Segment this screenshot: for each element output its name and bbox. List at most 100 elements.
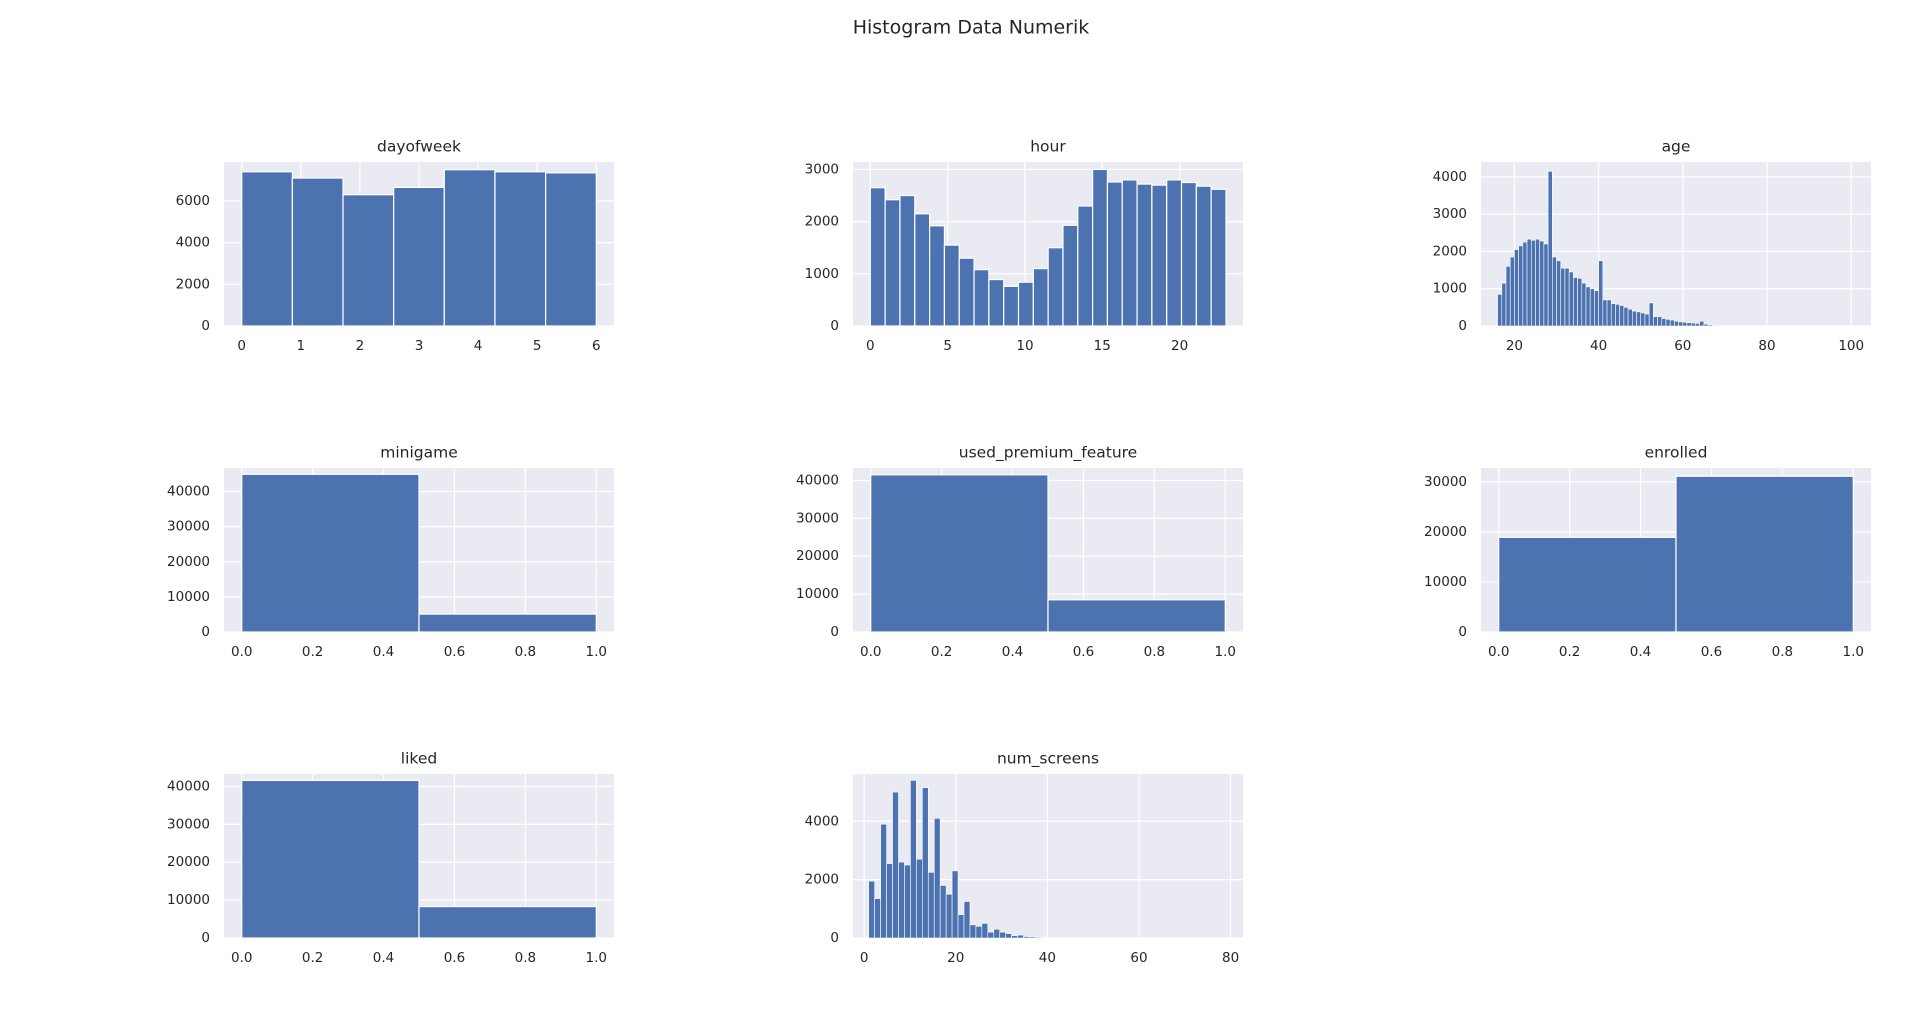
y-tick-label: 10000 bbox=[167, 892, 210, 908]
x-tick-label: 0.2 bbox=[931, 644, 952, 660]
bar bbox=[1564, 267, 1570, 327]
bar bbox=[1032, 268, 1049, 327]
x-tick-label: 0.2 bbox=[1559, 644, 1580, 660]
bar bbox=[1077, 205, 1094, 327]
x-tick-label: 5 bbox=[533, 338, 542, 354]
y-tick-label: 2000 bbox=[805, 214, 839, 230]
bar bbox=[1543, 243, 1549, 327]
y-tick-label: 30000 bbox=[796, 510, 839, 526]
bar bbox=[880, 823, 887, 939]
x-tick-label: 0.6 bbox=[444, 950, 465, 966]
x-tick-label: 1.0 bbox=[1215, 644, 1236, 660]
y-tick-label: 0 bbox=[1458, 318, 1467, 334]
y-tick-label: 2000 bbox=[176, 276, 210, 292]
y-tick-label: 30000 bbox=[167, 816, 210, 832]
bar bbox=[1180, 181, 1197, 327]
bar bbox=[1602, 299, 1608, 327]
x-tick-label: 0.6 bbox=[1073, 644, 1094, 660]
bar bbox=[1518, 245, 1524, 327]
subplot-title: dayofweek bbox=[377, 138, 461, 156]
subplot-title: num_screens bbox=[997, 750, 1099, 769]
y-tick-label: 2000 bbox=[805, 872, 839, 888]
x-tick-label: 0.2 bbox=[302, 644, 323, 660]
x-tick-label: 10 bbox=[1016, 338, 1033, 354]
y-tick-label: 40000 bbox=[167, 484, 210, 500]
bar bbox=[1589, 288, 1595, 327]
y-tick-label: 4000 bbox=[805, 813, 839, 829]
bar bbox=[988, 278, 1005, 327]
x-tick-label: 0.2 bbox=[302, 950, 323, 966]
y-tick-label: 40000 bbox=[167, 778, 210, 794]
y-tick-label: 20000 bbox=[167, 854, 210, 870]
bar bbox=[1106, 181, 1123, 327]
bar bbox=[1695, 323, 1700, 327]
x-tick-label: 3 bbox=[415, 338, 424, 354]
bar bbox=[1505, 266, 1511, 327]
y-tick-label: 3000 bbox=[805, 161, 839, 177]
y-tick-label: 10000 bbox=[1424, 574, 1467, 590]
subplot-title: hour bbox=[1030, 138, 1066, 156]
bar bbox=[342, 194, 395, 327]
x-tick-label: 1.0 bbox=[586, 644, 607, 660]
bar bbox=[1005, 933, 1012, 939]
x-tick-label: 0 bbox=[860, 950, 869, 966]
x-tick-label: 0.0 bbox=[860, 644, 881, 660]
x-tick-label: 0.4 bbox=[1002, 644, 1023, 660]
bar bbox=[884, 199, 901, 327]
bar bbox=[545, 172, 597, 327]
bar bbox=[1675, 475, 1854, 633]
y-tick-label: 10000 bbox=[167, 589, 210, 605]
x-tick-label: 40 bbox=[1039, 950, 1056, 966]
bar bbox=[1035, 936, 1042, 939]
bar bbox=[418, 613, 597, 633]
bar bbox=[1627, 308, 1633, 327]
y-tick-label: 0 bbox=[1458, 624, 1467, 640]
bar bbox=[1011, 935, 1018, 939]
y-tick-label: 0 bbox=[201, 624, 210, 640]
bar bbox=[945, 893, 953, 939]
y-tick-label: 2000 bbox=[1433, 243, 1467, 259]
bar bbox=[1581, 282, 1587, 327]
bar bbox=[1151, 184, 1168, 327]
bar bbox=[418, 905, 597, 939]
bar bbox=[1041, 937, 1048, 939]
y-tick-label: 40000 bbox=[796, 472, 839, 488]
bar bbox=[1195, 185, 1212, 327]
bar bbox=[1501, 282, 1507, 327]
bar bbox=[958, 257, 975, 327]
bar bbox=[943, 244, 960, 327]
y-tick-label: 4000 bbox=[1433, 169, 1467, 185]
bar bbox=[1585, 286, 1591, 327]
bar bbox=[914, 213, 931, 327]
y-tick-label: 3000 bbox=[1433, 206, 1467, 222]
bar bbox=[870, 474, 1049, 633]
bar bbox=[981, 923, 989, 939]
figure-title: Histogram Data Numerik bbox=[853, 17, 1090, 39]
bar bbox=[869, 187, 886, 327]
bar bbox=[1619, 305, 1625, 327]
y-tick-label: 20000 bbox=[796, 548, 839, 564]
x-tick-label: 0.8 bbox=[1144, 644, 1165, 660]
bar bbox=[927, 872, 935, 939]
bar bbox=[1498, 536, 1677, 633]
x-tick-label: 1.0 bbox=[1843, 644, 1864, 660]
bar bbox=[1661, 318, 1667, 327]
x-tick-label: 80 bbox=[1758, 338, 1775, 354]
subplot-title: age bbox=[1662, 138, 1691, 156]
bar bbox=[1648, 302, 1654, 327]
x-tick-label: 0.8 bbox=[515, 644, 536, 660]
x-tick-label: 1.0 bbox=[586, 950, 607, 966]
bar bbox=[1690, 322, 1696, 327]
x-tick-label: 0.0 bbox=[231, 644, 252, 660]
x-tick-label: 0 bbox=[237, 338, 246, 354]
bar bbox=[933, 818, 941, 939]
bar bbox=[1539, 240, 1545, 327]
bar bbox=[1686, 322, 1692, 327]
y-tick-label: 10000 bbox=[796, 586, 839, 602]
bar bbox=[898, 861, 905, 939]
x-tick-label: 0.0 bbox=[1488, 644, 1509, 660]
y-tick-label: 0 bbox=[201, 930, 210, 946]
bar bbox=[1547, 171, 1553, 327]
bar bbox=[1017, 934, 1024, 939]
